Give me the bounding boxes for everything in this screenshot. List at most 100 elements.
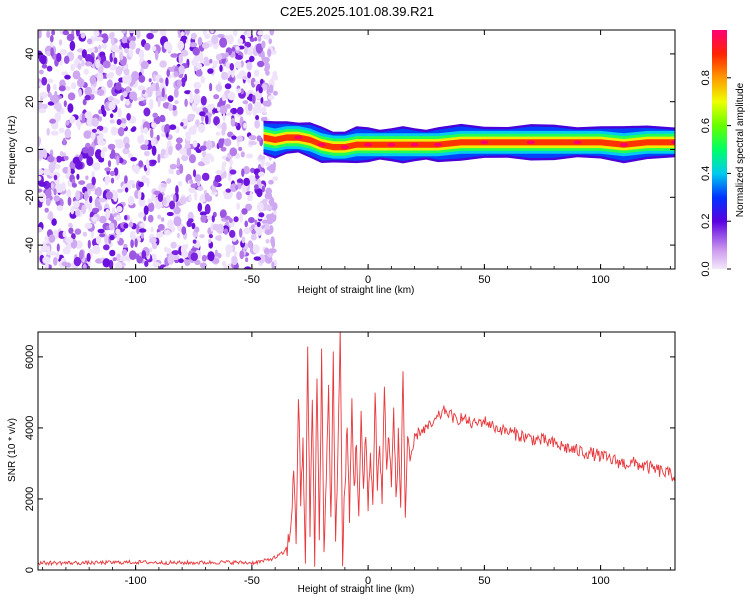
noise-blob bbox=[265, 161, 271, 167]
noise-blob bbox=[46, 65, 53, 72]
noise-blob bbox=[272, 90, 278, 96]
noise-blob bbox=[256, 226, 263, 236]
noise-blob bbox=[250, 77, 256, 88]
noise-blob bbox=[77, 122, 81, 131]
noise-blob bbox=[47, 101, 55, 106]
noise-blob bbox=[116, 205, 123, 213]
noise-blob bbox=[189, 91, 193, 102]
noise-blob bbox=[191, 102, 197, 112]
noise-blob bbox=[107, 143, 116, 150]
y-tick-label: 0 bbox=[24, 146, 36, 152]
noise-blob bbox=[167, 219, 174, 230]
noise-blob bbox=[257, 60, 265, 68]
x-tick-label: 50 bbox=[478, 575, 490, 587]
y-tick-label: -20 bbox=[24, 189, 36, 205]
noise-blob bbox=[234, 251, 238, 256]
noise-blob bbox=[175, 202, 179, 213]
noise-blob bbox=[243, 122, 248, 129]
noise-blob bbox=[83, 68, 89, 75]
ridge-peak bbox=[364, 142, 373, 147]
noise-blob bbox=[128, 221, 134, 228]
y-tick-label: -40 bbox=[24, 237, 36, 253]
noise-blob bbox=[38, 181, 47, 187]
noise-blob bbox=[241, 168, 245, 177]
noise-blob bbox=[269, 30, 275, 36]
noise-blob bbox=[82, 231, 88, 237]
x-tick-label: -100 bbox=[125, 575, 147, 587]
noise-blob bbox=[99, 51, 106, 58]
noise-blob bbox=[124, 47, 129, 54]
noise-blob bbox=[99, 233, 106, 238]
noise-blob bbox=[181, 226, 187, 235]
noise-blob bbox=[168, 103, 174, 112]
noise-blob bbox=[216, 123, 223, 129]
noise-blob bbox=[69, 40, 76, 51]
ridge-peak bbox=[480, 140, 489, 145]
noise-blob bbox=[50, 182, 54, 190]
noise-blob bbox=[38, 188, 43, 193]
noise-blob bbox=[197, 202, 203, 212]
noise-blob bbox=[174, 100, 179, 105]
noise-blob bbox=[80, 32, 86, 39]
noise-blob bbox=[231, 135, 237, 140]
noise-blob bbox=[199, 145, 207, 151]
noise-blob bbox=[221, 71, 228, 81]
noise-blob bbox=[167, 95, 174, 102]
noise-blob bbox=[84, 86, 92, 96]
noise-blob bbox=[65, 120, 70, 126]
noise-blob bbox=[223, 228, 229, 235]
noise-blob bbox=[267, 95, 275, 100]
noise-blob bbox=[255, 115, 260, 121]
noise-blob bbox=[223, 170, 227, 179]
noise-blob bbox=[194, 190, 198, 201]
noise-blob bbox=[106, 73, 110, 79]
noise-blob bbox=[258, 171, 265, 177]
noise-blob bbox=[71, 233, 76, 240]
noise-blob bbox=[59, 151, 64, 157]
ridge-peak bbox=[294, 135, 303, 140]
noise-blob bbox=[115, 228, 121, 235]
noise-blob bbox=[192, 140, 198, 148]
noise-blob bbox=[81, 204, 87, 215]
noise-blob bbox=[237, 38, 244, 45]
noise-blob bbox=[144, 139, 149, 146]
noise-blob bbox=[209, 103, 215, 109]
noise-blob bbox=[81, 113, 85, 124]
noise-blob bbox=[262, 106, 267, 114]
noise-blob bbox=[38, 250, 43, 256]
noise-blob bbox=[98, 156, 105, 163]
noise-blob bbox=[253, 69, 260, 77]
noise-blob bbox=[83, 191, 89, 202]
noise-blob bbox=[79, 249, 84, 260]
noise-blob bbox=[51, 218, 57, 226]
noise-blob bbox=[127, 152, 133, 159]
y-tick-label: 6000 bbox=[24, 345, 36, 369]
noise-blob bbox=[40, 54, 47, 65]
noise-blob bbox=[150, 30, 159, 34]
noise-blob bbox=[130, 157, 138, 162]
noise-blob bbox=[199, 211, 207, 216]
noise-blob bbox=[202, 30, 207, 36]
noise-blob bbox=[138, 85, 143, 91]
snr-y-label: SNR (10 * v/v) bbox=[7, 418, 18, 482]
noise-blob bbox=[190, 252, 198, 261]
noise-blob bbox=[263, 247, 270, 255]
noise-blob bbox=[111, 207, 116, 215]
noise-blob bbox=[128, 35, 136, 43]
noise-blob bbox=[38, 226, 43, 233]
noise-blob bbox=[243, 227, 251, 235]
ridge-peak bbox=[526, 140, 535, 145]
noise-blob bbox=[213, 116, 220, 126]
noise-blob bbox=[235, 55, 243, 60]
snr-series-line bbox=[38, 332, 675, 567]
noise-blob bbox=[112, 257, 117, 262]
noise-blob bbox=[216, 223, 219, 233]
noise-blob bbox=[124, 175, 128, 184]
noise-blob bbox=[113, 57, 118, 65]
noise-blob bbox=[71, 182, 77, 188]
noise-blob bbox=[46, 30, 51, 38]
x-tick-label: 0 bbox=[365, 575, 371, 587]
noise-blob bbox=[149, 247, 153, 253]
y-tick-label: 2000 bbox=[24, 487, 36, 511]
noise-blob bbox=[159, 30, 165, 36]
